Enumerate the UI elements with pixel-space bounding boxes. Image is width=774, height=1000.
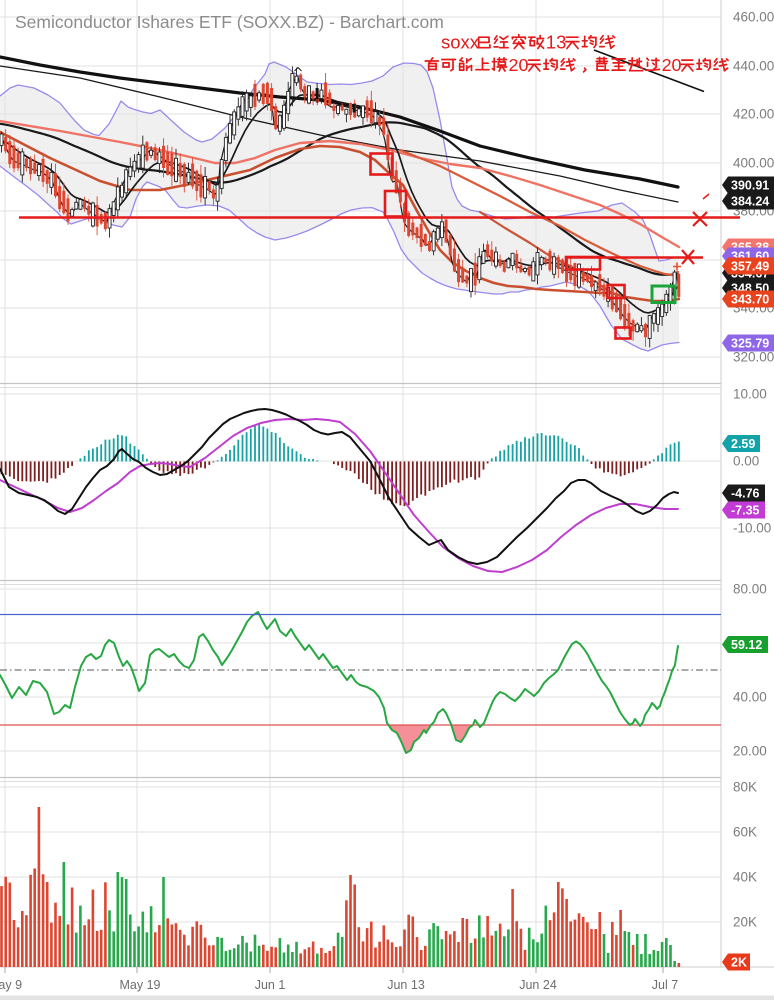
svg-text:13: 13 bbox=[546, 31, 567, 52]
svg-text:343.70: 343.70 bbox=[731, 293, 769, 307]
svg-text:Jul 7: Jul 7 bbox=[652, 978, 678, 992]
svg-text:59.12: 59.12 bbox=[731, 638, 762, 652]
svg-text:10.00: 10.00 bbox=[733, 387, 767, 402]
svg-text:440.00: 440.00 bbox=[733, 59, 774, 74]
svg-text:-4.76: -4.76 bbox=[731, 487, 760, 501]
svg-text:390.91: 390.91 bbox=[731, 179, 769, 193]
svg-text:0.00: 0.00 bbox=[733, 454, 759, 469]
svg-text:320.00: 320.00 bbox=[733, 350, 774, 365]
svg-text:20.00: 20.00 bbox=[733, 744, 767, 759]
svg-text:460.00: 460.00 bbox=[733, 10, 774, 25]
svg-text:20K: 20K bbox=[733, 915, 757, 930]
svg-text:80K: 80K bbox=[733, 780, 757, 795]
svg-text:40K: 40K bbox=[733, 870, 757, 885]
svg-text:May 19: May 19 bbox=[120, 978, 161, 992]
svg-text:Semiconductor Ishares ETF (SOX: Semiconductor Ishares ETF (SOXX.BZ) - Ba… bbox=[15, 12, 444, 32]
svg-text:Jun 24: Jun 24 bbox=[519, 978, 557, 992]
svg-text:2K: 2K bbox=[731, 956, 747, 970]
svg-text:400.00: 400.00 bbox=[733, 156, 774, 171]
svg-text:May 9: May 9 bbox=[0, 978, 22, 992]
svg-text:Jun 1: Jun 1 bbox=[255, 978, 286, 992]
svg-text:60K: 60K bbox=[733, 825, 757, 840]
svg-text:420.00: 420.00 bbox=[733, 107, 774, 122]
svg-text:40.00: 40.00 bbox=[733, 690, 767, 705]
svg-text:20: 20 bbox=[509, 55, 529, 75]
svg-text:soxx: soxx bbox=[441, 31, 480, 52]
svg-text:20: 20 bbox=[662, 55, 682, 75]
svg-text:-7.35: -7.35 bbox=[731, 504, 760, 518]
svg-text:2.59: 2.59 bbox=[731, 437, 755, 451]
svg-text:357.49: 357.49 bbox=[731, 260, 769, 274]
svg-text:325.79: 325.79 bbox=[731, 337, 769, 351]
svg-text:-10.00: -10.00 bbox=[733, 521, 771, 536]
svg-text:Jun 13: Jun 13 bbox=[387, 978, 425, 992]
svg-text:384.24: 384.24 bbox=[731, 195, 769, 209]
svg-text:80.00: 80.00 bbox=[733, 582, 767, 597]
